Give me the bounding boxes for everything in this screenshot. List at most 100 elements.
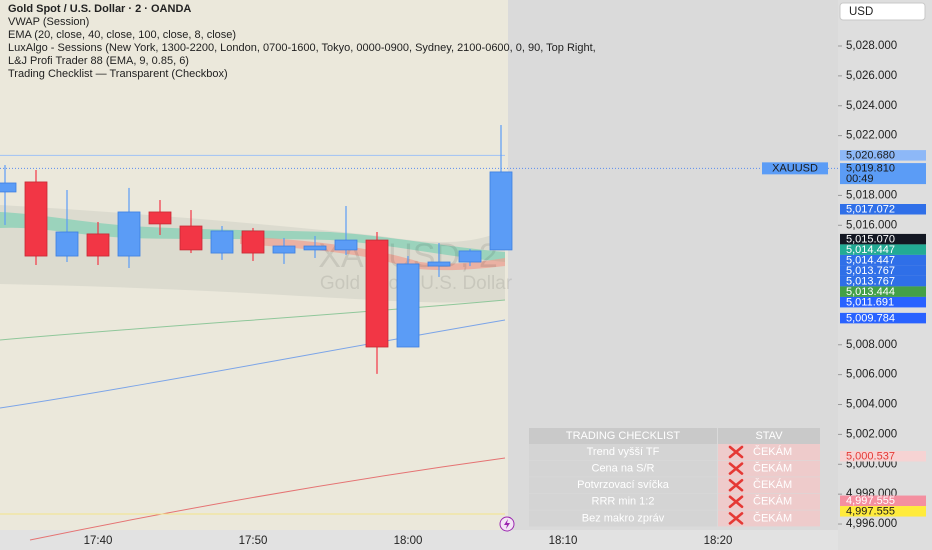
price-label: 5,015.070: [846, 233, 895, 245]
ema-line: [0, 299, 506, 341]
candle-body: [148, 211, 172, 225]
price-label: 5,013.767: [846, 265, 895, 277]
checklist-status-cell: [718, 444, 820, 460]
price-label: 5,013.444: [846, 286, 895, 298]
price-label: 4,997.555: [846, 505, 895, 517]
cross-icon: [728, 512, 744, 525]
candle-body: [427, 261, 451, 267]
checklist-status: ČEKÁM: [753, 462, 792, 475]
cross-icon: [728, 478, 744, 492]
price-label: 5,017.072: [846, 203, 895, 215]
alert-bolt: [504, 519, 510, 529]
price-label-box: [840, 265, 926, 276]
cross-icon: [728, 445, 744, 459]
price-label-box: [840, 286, 926, 297]
symbol-label: XAUUSD: [772, 162, 818, 174]
checklist-status: ČEKÁM: [753, 495, 792, 508]
currency-label[interactable]: USD: [849, 6, 873, 18]
candle-body: [24, 181, 48, 257]
price-label-box: [840, 163, 926, 185]
checklist-cell: [529, 444, 717, 460]
checklist-cell: [529, 510, 717, 527]
price-label: 5,019.810: [846, 163, 895, 175]
checklist-status-cell: [718, 477, 820, 494]
checklist-cell: [529, 493, 717, 510]
y-tick-label: 5,008.000: [846, 339, 897, 351]
price-label: 5,014.447: [846, 254, 895, 266]
checklist-header-text: TRADING CHECKLIST: [566, 430, 681, 442]
checklist-header: [529, 428, 717, 444]
x-tick-label: 18:20: [704, 535, 733, 547]
candle-body: [86, 233, 110, 257]
vwap-line: [0, 319, 506, 409]
price-label-box: [840, 312, 926, 324]
candle-body: [365, 239, 389, 348]
price-label: 5,000.537: [846, 450, 895, 462]
checklist-header-text: STAV: [755, 430, 783, 442]
indicator-label: Trading Checklist — Transparent (Checkbo…: [8, 68, 228, 80]
candle-body: [0, 182, 17, 193]
candle-body: [241, 230, 265, 254]
y-tick-label: 4,996.000: [846, 518, 897, 530]
candle-body: [396, 263, 420, 348]
price-label-box: [840, 275, 926, 287]
candle-body: [117, 211, 141, 257]
checklist-status: ČEKÁM: [753, 511, 792, 524]
candle-body: [272, 245, 296, 254]
y-tick-label: 5,006.000: [846, 369, 897, 381]
checklist-status-cell: [718, 493, 820, 510]
price-label: 4,997.555: [846, 495, 895, 507]
x-tick-label: 17:50: [239, 535, 268, 547]
cross-icon: [728, 495, 744, 509]
indicator-label: LuxAlgo - Sessions (New York, 1300-2200,…: [8, 42, 596, 54]
price-label-box: [840, 451, 926, 462]
checklist-item: RRR min 1:2: [592, 496, 655, 508]
y-tick-label: 5,016.000: [846, 219, 897, 231]
y-tick-label: 5,026.000: [846, 70, 897, 82]
indicator-label: EMA (20, close, 40, close, 100, close, 8…: [8, 29, 236, 41]
checklist-header: [718, 428, 820, 444]
price-label-box: [840, 204, 926, 215]
checklist-item: Trend vyšší TF: [587, 446, 660, 458]
price-label-box: [840, 233, 926, 245]
price-label-box: [840, 150, 926, 161]
checklist: TRADING CHECKLIST STAV Trend vyšší TF ČEK…: [529, 428, 820, 527]
ema-slow-line: [29, 457, 506, 541]
price-label: 5,014.447: [846, 244, 895, 256]
checklist-item: Potvrzovací svíčka: [577, 479, 670, 491]
x-tick-label: 18:10: [549, 535, 578, 547]
price-label-box: [840, 495, 926, 507]
checklist-status-cell: [718, 460, 820, 477]
candle-body: [334, 239, 358, 251]
checklist-status: ČEKÁM: [753, 445, 792, 458]
y-tick-label: 5,024.000: [846, 100, 897, 112]
indicator-label: VWAP (Session): [8, 16, 89, 28]
price-label-box: [840, 296, 926, 308]
time-axis-background: [0, 530, 838, 550]
indicator-label: L&J Profi Trader 88 (EMA, 9, 0.85, 6): [8, 55, 189, 67]
checklist-status-cell: [718, 510, 820, 527]
y-tick-label: 5,004.000: [846, 399, 897, 411]
price-label-box: [840, 254, 926, 266]
cross-icon: [728, 462, 744, 475]
x-tick-label: 18:00: [394, 535, 423, 547]
checklist-item: Bez makro zpráv: [582, 512, 665, 524]
y-tick-label: 5,022.000: [846, 130, 897, 142]
candle-body: [458, 250, 482, 263]
y-tick-label: 5,018.000: [846, 189, 897, 201]
checklist-status: ČEKÁM: [753, 478, 792, 491]
price-label-box: [840, 506, 926, 517]
currency-button[interactable]: [839, 2, 926, 21]
price-label: 5,020.680: [846, 150, 895, 162]
symbol-box: [762, 162, 828, 175]
candle-body: [55, 231, 79, 257]
checklist-cell: [529, 460, 717, 477]
chart-title: Gold Spot / U.S. Dollar · 2 · OANDA: [8, 3, 191, 15]
price-label: 5,011.691: [846, 296, 894, 308]
checklist-cell: [529, 477, 717, 494]
checklist-item: Cena na S/R: [592, 463, 655, 475]
candle-body: [489, 171, 513, 251]
countdown: 00:49: [846, 173, 874, 185]
